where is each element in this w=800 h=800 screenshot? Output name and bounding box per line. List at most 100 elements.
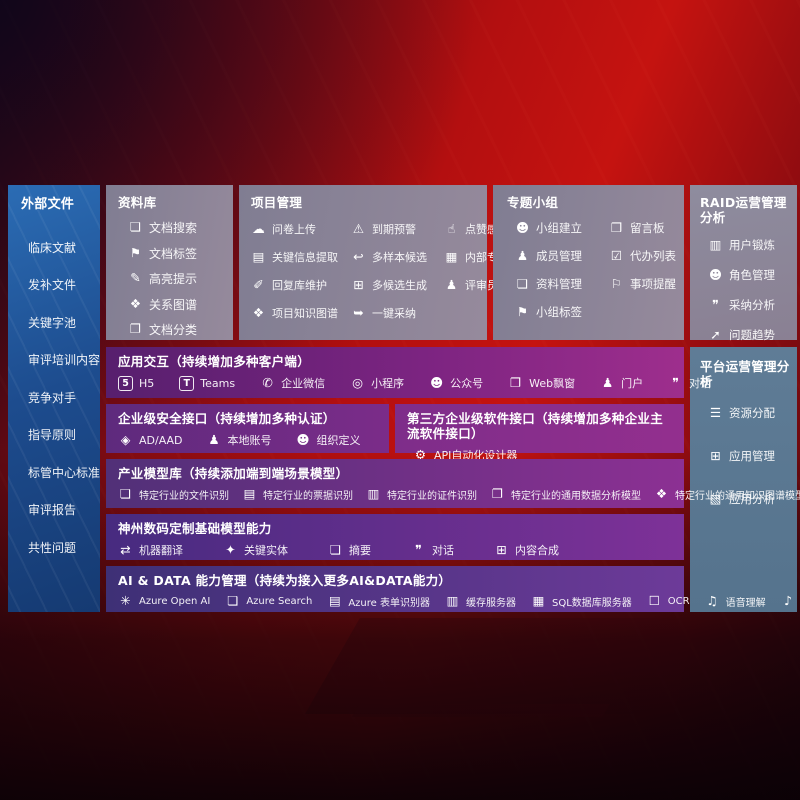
panel-title: 项目管理 bbox=[251, 195, 303, 210]
feature-label: 公众号 bbox=[450, 377, 484, 390]
feature-item: ⚠ 到期预警 bbox=[351, 221, 441, 237]
feature-item: ▥ 缓存服务器 bbox=[445, 594, 516, 609]
panel-title: 应用交互（持续增加多种客户端） bbox=[118, 354, 311, 369]
data-repository-list: ❏ 文档搜索 ⚑ 文档标签 ✎ 高亮提示 ❖ 关系图谱 ❐ 文档分类 bbox=[128, 219, 225, 338]
feature-label: 特定行业的文件识别 bbox=[139, 491, 229, 502]
feature-label: Azure Open AI bbox=[139, 596, 211, 607]
panel-raid-analysis: RAID运营管理分析 ▥ 用户锻炼 ☻ 角色管理 ❞ 采纳分析 ➚ 问题趋势 bbox=[690, 185, 797, 343]
feature-item: ☻ 小组建立 bbox=[515, 220, 607, 236]
feature-label: 缓存服务器 bbox=[466, 598, 516, 609]
feature-item: ◈ AD/AAD bbox=[118, 431, 183, 447]
id-recognition-icon: ▥ bbox=[367, 486, 380, 502]
feature-label: 应用管理 bbox=[729, 449, 775, 463]
feature-item: ♟ 本地账号 bbox=[207, 432, 272, 448]
official-account-icon: ☻ bbox=[430, 374, 444, 390]
external-files-list: 临床文献 发补文件 关键字池 审评培训内容 竞争对手 指导原则 标管中心标准 审评报告 共性问题 bbox=[21, 239, 100, 556]
feature-item: ▥ 特定行业的证件识别 bbox=[366, 487, 477, 502]
panel-industry-model-library: 产业模型库（持续添加端到端场景模型） ❏ 特定行业的文件识别 ▤ 特定行业的票据识别 ▥… bbox=[106, 459, 800, 508]
feature-label: Azure 表单识别器 bbox=[348, 598, 430, 609]
feature-item: ▤ Azure 表单识别器 bbox=[327, 594, 430, 609]
panel-title: 第三方企业级软件接口（持续增加多种企业主流软件接口） bbox=[407, 411, 664, 441]
feature-item: ⊞ 内容合成 bbox=[494, 542, 559, 558]
feature-item: ☻ 角色管理 bbox=[708, 267, 793, 283]
feature-item: ❏ Azure Search bbox=[225, 595, 312, 608]
invoice-recognition-icon: ▤ bbox=[243, 486, 256, 502]
panel-title: 企业级安全接口（持续增加多种认证） bbox=[118, 411, 336, 426]
raid-analysis-list: ▥ 用户锻炼 ☻ 角色管理 ❞ 采纳分析 ➚ 问题趋势 bbox=[708, 237, 793, 343]
base-model-list: ⇄ 机器翻译 ✦ 关键实体 ❏ 摘要 ❞ 对话 ⊞ 内容合成 bbox=[118, 542, 672, 558]
api-designer-gear-icon: ⚙ bbox=[414, 446, 427, 462]
app-interaction-list: 5 H5 T Teams ✆ 企业微信 ◎ 小程序 ☻ 公众号 ❐ Web飘窗 ♟ 门户 ❞ 对话 bbox=[118, 375, 711, 391]
group-tag-icon: ⚑ bbox=[516, 303, 529, 319]
data-analysis-model-icon: ❐ bbox=[491, 486, 504, 502]
feature-item: 标管中心标准 bbox=[28, 464, 100, 481]
speech-understanding-icon: ♫ bbox=[706, 593, 718, 609]
feature-item: ➚ 问题趋势 bbox=[708, 327, 793, 343]
feature-item: ♟ 成员管理 bbox=[515, 248, 607, 264]
list-item-label: 审评培训内容 bbox=[28, 353, 101, 368]
cache-server-icon: ▥ bbox=[446, 593, 459, 609]
feature-item: ❖ 项目知识图谱 bbox=[251, 305, 348, 321]
feature-item: ➥ 一键采纳 bbox=[351, 305, 441, 321]
feature-item: 发补文件 bbox=[28, 276, 94, 293]
summary-icon: ❏ bbox=[329, 541, 342, 557]
feature-item: ⊞ 多候选生成 bbox=[351, 277, 441, 293]
multi-candidate-icon: ⊞ bbox=[353, 276, 364, 292]
feature-item: ❐ 特定行业的通用数据分析模型 bbox=[490, 487, 641, 502]
feature-item: ☰ 资源分配 bbox=[708, 405, 793, 421]
azure-openai-icon: ✳ bbox=[120, 593, 131, 609]
miniprogram-icon: ◎ bbox=[352, 374, 364, 390]
feature-label: Azure Search bbox=[246, 596, 313, 607]
feature-item: ☑ 代办列表 bbox=[609, 248, 678, 264]
feature-item: 共性问题 bbox=[28, 539, 94, 556]
feature-item: ❏ 特定行业的文件识别 bbox=[118, 487, 229, 502]
feature-label: 项目知识图谱 bbox=[272, 307, 338, 320]
feature-label: 特定行业的通用知识图谱模型 bbox=[675, 491, 800, 502]
multi-sample-icon: ↩ bbox=[353, 248, 364, 264]
feature-item: ☻ 公众号 bbox=[429, 375, 483, 391]
feature-label: SQL数据库服务器 bbox=[552, 598, 632, 609]
feature-item: 5 H5 bbox=[118, 375, 154, 391]
feature-label: 高亮提示 bbox=[149, 272, 198, 286]
reply-maintain-icon: ✐ bbox=[253, 276, 264, 292]
teams-icon: T bbox=[179, 375, 195, 391]
key-entity-icon: ✦ bbox=[225, 541, 236, 557]
bbs-board-icon: ❒ bbox=[610, 219, 623, 235]
feature-label: 应用分析 bbox=[729, 492, 775, 506]
project-management-list: ☁问卷上传⚠到期预警☝点赞感谢▤关键信息提取↩多样本候选▦内部专家排名✐回复库维… bbox=[251, 221, 531, 321]
ad-aad-icon: ◈ bbox=[120, 431, 131, 447]
feature-item: ◎ 小程序 bbox=[350, 375, 404, 391]
feature-label: 角色管理 bbox=[729, 268, 775, 282]
list-item-label: 关键字池 bbox=[28, 315, 77, 330]
feature-item: ❞ 采纳分析 bbox=[708, 297, 793, 313]
feature-item: ☐ OCR bbox=[647, 595, 690, 608]
feature-item: ☁ 问卷上传 bbox=[251, 221, 348, 237]
feature-label: Web飘窗 bbox=[529, 377, 576, 390]
app-analysis-icon: ▧ bbox=[709, 490, 722, 506]
feature-item: ❒ 留言板 bbox=[609, 220, 678, 236]
feature-item: T Teams bbox=[179, 375, 235, 391]
feature-label: 事项提醒 bbox=[630, 277, 676, 291]
list-item-label: 发补文件 bbox=[28, 278, 77, 293]
feature-item: ✆ 企业微信 bbox=[260, 375, 325, 391]
feature-label: 成员管理 bbox=[536, 249, 582, 263]
feature-item: ⚐ 事项提醒 bbox=[609, 276, 678, 292]
feature-label: 本地账号 bbox=[227, 434, 272, 447]
feature-item: ⚙ API自动化设计器 bbox=[413, 446, 518, 463]
doc-tag-icon: ⚑ bbox=[129, 244, 142, 260]
list-item-label: 指导原则 bbox=[28, 428, 77, 443]
panel-title: 资料库 bbox=[118, 195, 157, 210]
reviewer-profile-icon: ♟ bbox=[445, 276, 458, 292]
tts-icon: ♪ bbox=[784, 593, 793, 609]
feature-item: 审评报告 bbox=[28, 501, 94, 518]
feature-label: 采纳分析 bbox=[729, 298, 775, 312]
feature-label: 一键采纳 bbox=[372, 307, 416, 320]
feature-label: 多候选生成 bbox=[372, 279, 427, 292]
list-item-label: 共性问题 bbox=[28, 540, 77, 555]
feature-label: 对话 bbox=[432, 544, 454, 557]
feature-label: 代办列表 bbox=[630, 249, 676, 263]
feature-item: ❖ 关系图谱 bbox=[128, 296, 225, 313]
doc-search-icon: ❏ bbox=[129, 219, 142, 235]
panel-platform-analysis: 平台运营管理分析 ☰ 资源分配 ⊞ 应用管理 ▧ 应用分析 bbox=[690, 347, 797, 612]
